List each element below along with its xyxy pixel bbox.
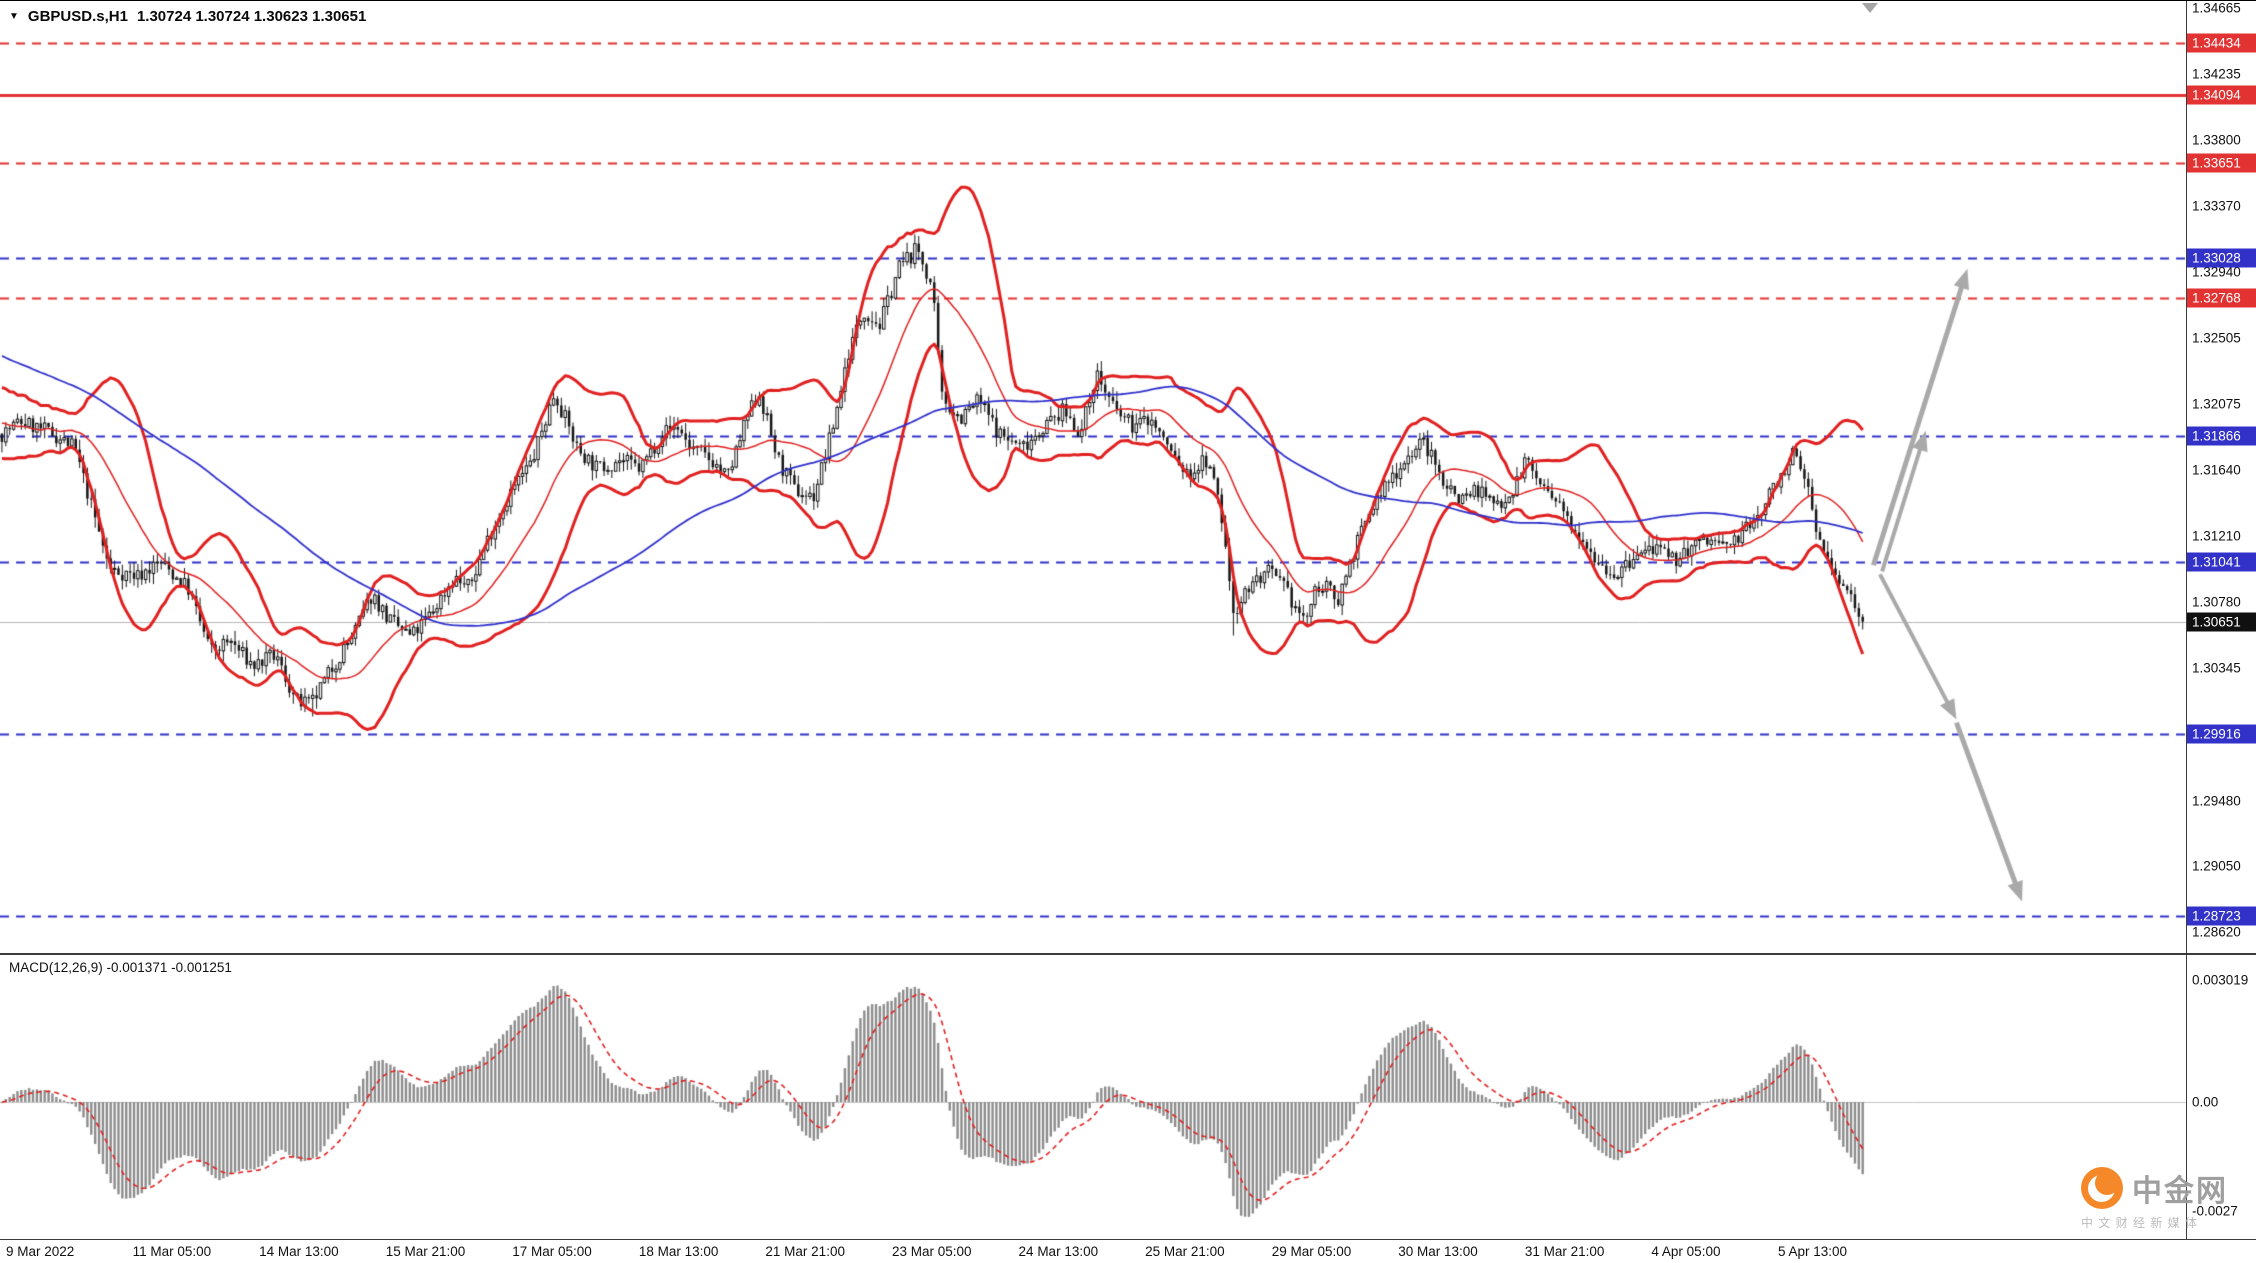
price-chart-panel: ▼ GBPUSD.s,H1 1.30724 1.30724 1.30623 1.…: [0, 1, 2256, 955]
price-tick-label: 1.32075: [2192, 396, 2241, 412]
price-level-label: 1.28723: [2187, 906, 2256, 926]
price-tick-label: 1.34235: [2192, 66, 2241, 82]
price-level-label: 1.31866: [2187, 426, 2256, 446]
time-axis-label: 17 Mar 05:00: [512, 1244, 592, 1259]
time-axis-label: 9 Mar 2022: [6, 1244, 75, 1259]
macd-scale-label: -0.0027: [2192, 1203, 2238, 1219]
time-axis-label: 15 Mar 21:00: [385, 1244, 466, 1259]
ohlc-values: 1.30724 1.30724 1.30623 1.30651: [136, 8, 367, 25]
price-tick-label: 1.33800: [2192, 132, 2241, 148]
time-axis-label: 18 Mar 13:00: [638, 1244, 719, 1259]
symbol-marker-icon: ▼: [9, 11, 19, 22]
time-axis-label: 24 Mar 13:00: [1018, 1244, 1099, 1259]
price-level-label: 1.31041: [2187, 552, 2256, 572]
symbol-header: ▼ GBPUSD.s,H1 1.30724 1.30724 1.30623 1.…: [9, 8, 366, 25]
price-tick-label: 1.32940: [2192, 264, 2241, 280]
price-tick-label: 1.31210: [2192, 528, 2241, 544]
time-axis-label: 11 Mar 05:00: [132, 1244, 212, 1259]
macd-scale-label: 0.00: [2192, 1094, 2219, 1110]
chart-shift-icon[interactable]: [1862, 3, 1878, 13]
time-axis-label: 31 Mar 21:00: [1524, 1244, 1605, 1259]
price-tick-label: 1.33370: [2192, 198, 2241, 214]
current-price-label: 1.30651: [2187, 612, 2256, 632]
time-axis-label: 4 Apr 05:00: [1651, 1244, 1721, 1259]
time-axis-label: 23 Mar 05:00: [891, 1244, 972, 1259]
time-axis-label: 29 Mar 05:00: [1271, 1244, 1352, 1259]
price-tick-label: 1.30345: [2192, 660, 2241, 676]
macd-indicator-label: MACD(12,26,9) -0.001371 -0.001251: [9, 960, 232, 975]
time-axis-label: 30 Mar 13:00: [1398, 1244, 1478, 1259]
macd-canvas[interactable]: [0, 955, 2186, 1239]
macd-axis: 0.003019 0.00 -0.0027: [2186, 955, 2256, 1239]
price-chart-canvas[interactable]: [0, 1, 2186, 953]
time-axis-label: 21 Mar 21:00: [765, 1244, 845, 1259]
price-tick-label: 1.28620: [2192, 924, 2241, 940]
watermark-subtitle: 中 文 财 经 新 媒 体: [2081, 1216, 2199, 1230]
time-axis-label: 25 Mar 21:00: [1145, 1244, 1225, 1259]
macd-scale-label: 0.003019: [2192, 972, 2249, 988]
symbol-title: GBPUSD.s,H1: [27, 8, 128, 25]
price-level-label: 1.34094: [2187, 85, 2256, 105]
price-tick-label: 1.31640: [2192, 462, 2241, 478]
zhongjin-logo-icon: [2081, 1167, 2123, 1209]
watermark: 中金网 中 文 财 经 新 媒 体: [2081, 1166, 2228, 1231]
price-tick-label: 1.34665: [2192, 0, 2241, 16]
time-axis-label: 5 Apr 13:00: [1777, 1244, 1848, 1259]
watermark-name: 中金网: [2132, 1175, 2228, 1208]
price-tick-label: 1.29050: [2192, 858, 2241, 874]
price-tick-label: 1.32505: [2192, 330, 2241, 346]
price-level-label: 1.34434: [2187, 33, 2256, 53]
price-level-label: 1.33028: [2187, 248, 2256, 268]
time-axis: 9 Mar 2022 11 Mar 05:00 14 Mar 13:00 15 Mar…: [0, 1239, 2256, 1263]
price-level-label: 1.32768: [2187, 288, 2256, 308]
macd-panel: MACD(12,26,9) -0.001371 -0.001251 0.0030…: [0, 955, 2256, 1239]
price-tick-label: 1.29480: [2192, 793, 2241, 809]
price-tick-label: 1.30780: [2192, 594, 2241, 610]
price-axis: 1.34665 1.34235 1.33800 1.33370 1.32940 1.325…: [2186, 1, 2256, 953]
price-level-label: 1.33651: [2187, 153, 2256, 173]
time-axis-label: 14 Mar 13:00: [259, 1244, 339, 1259]
price-level-label: 1.29916: [2187, 724, 2256, 744]
